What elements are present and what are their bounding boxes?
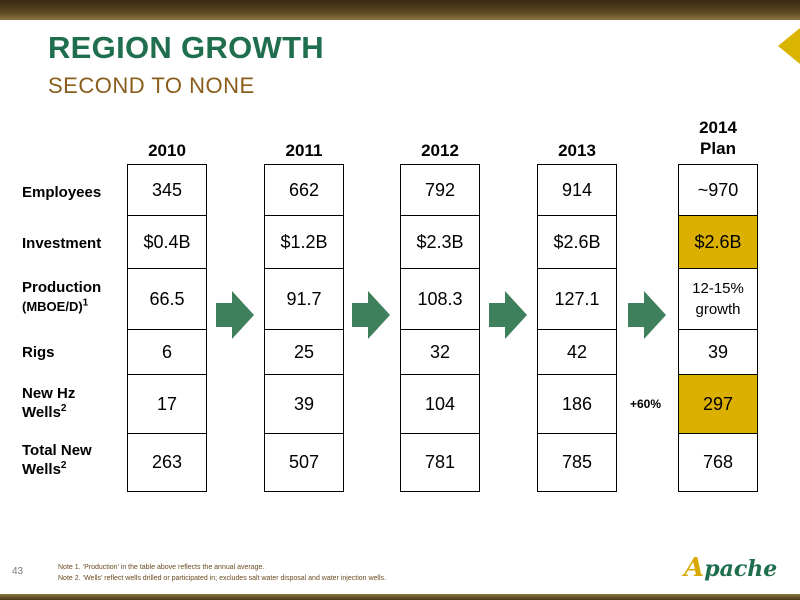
cell-2010-production: 66.5 <box>149 288 185 309</box>
year-header-2013: 2013 <box>558 141 596 160</box>
right-arrow-icon <box>352 291 390 339</box>
divider <box>265 374 343 375</box>
cell-2013-new-hz-wells: 186 <box>561 393 593 414</box>
cell-2012-employees: 792 <box>424 179 456 200</box>
year-header-plan: Plan <box>700 139 736 158</box>
divider <box>128 374 206 375</box>
bottom-decorative-bar <box>0 594 800 600</box>
cell-2010-employees: 345 <box>151 179 183 200</box>
cell-2011-investment: $1.2B <box>280 231 328 252</box>
column-2011: 662 $1.2B 91.7 25 39 507 <box>264 164 344 492</box>
slide-subtitle: SECOND TO NONE <box>48 73 255 98</box>
cell-2014-new-hz-wells: 297 <box>679 375 757 433</box>
divider <box>679 268 757 269</box>
logo-initial: A <box>684 553 705 583</box>
cell-2010-total-new-wells: 263 <box>151 452 183 472</box>
divider <box>538 215 616 216</box>
footnote-2: Note 2. ‘Wells’ reflect wells drilled or… <box>58 575 386 582</box>
divider <box>401 268 479 269</box>
growth-note: +60% <box>630 397 662 411</box>
cell-2012-production: 108.3 <box>417 288 463 309</box>
divider <box>401 374 479 375</box>
column-2013: 914 $2.6B 127.1 42 186 785 <box>537 164 617 492</box>
cell-2014-production-line2: growth <box>695 301 741 318</box>
cell-2011-production: 91.7 <box>286 288 322 309</box>
footnote-1: Note 1. ‘Production’ in the table above … <box>58 564 265 571</box>
page-number: 43 <box>12 566 24 577</box>
cell-2014-employees: ~970 <box>697 179 739 200</box>
cell-2014-investment: $2.6B <box>679 216 757 268</box>
year-header-2011: 2011 <box>285 141 323 160</box>
row-label-rigs: Rigs <box>22 344 55 361</box>
row-label-new-hz-wells: New Hz Wells2 <box>22 384 75 422</box>
column-2012: 792 $2.3B 108.3 32 104 781 <box>400 164 480 492</box>
cell-2012-total-new-wells: 781 <box>424 452 456 472</box>
divider <box>679 329 757 330</box>
right-arrow-icon <box>628 291 666 339</box>
column-2014-plan: ~970 $2.6B 12-15% growth 39 297 768 <box>678 164 758 492</box>
divider <box>128 329 206 330</box>
right-arrow-icon <box>216 291 254 339</box>
divider <box>401 215 479 216</box>
column-2010: 345 $0.4B 66.5 6 17 263 <box>127 164 207 492</box>
divider <box>679 433 757 434</box>
cell-2014-production-line1: 12-15% <box>692 280 744 297</box>
divider <box>538 329 616 330</box>
row-label-new-hz-line1: New Hz <box>22 385 76 402</box>
cell-2011-new-hz-wells: 39 <box>293 393 315 414</box>
slide-title: REGION GROWTH <box>48 30 324 65</box>
divider <box>401 433 479 434</box>
divider <box>265 268 343 269</box>
year-header-2012: 2012 <box>421 141 459 160</box>
cell-2011-employees: 662 <box>288 179 320 200</box>
cell-2010-new-hz-wells: 17 <box>156 393 178 414</box>
divider <box>265 433 343 434</box>
cell-2011-total-new-wells: 507 <box>288 452 320 472</box>
cell-2011-rigs: 25 <box>293 341 315 362</box>
divider <box>679 215 757 216</box>
cell-2013-investment: $2.6B <box>553 231 601 252</box>
cell-2014-production: 12-15% growth <box>679 269 757 329</box>
year-header-2014: 2014 <box>699 118 737 137</box>
row-label-production: Production (MBOE/D)1 <box>22 278 101 316</box>
divider <box>128 268 206 269</box>
row-label-production-line2: (MBOE/D)1 <box>22 297 89 314</box>
cell-2013-total-new-wells: 785 <box>561 452 593 472</box>
divider <box>128 433 206 434</box>
divider <box>128 215 206 216</box>
cell-2014-total-new-wells: 768 <box>702 452 734 472</box>
divider <box>679 374 757 375</box>
top-decorative-bar <box>0 0 800 20</box>
corner-accent-shape <box>778 28 800 64</box>
row-label-total-new-line2: Wells2 <box>22 460 67 479</box>
divider <box>538 268 616 269</box>
divider <box>538 374 616 375</box>
cell-2013-production: 127.1 <box>554 288 600 309</box>
company-logo: Apache <box>684 553 777 583</box>
cell-2012-new-hz-wells: 104 <box>424 393 456 414</box>
cell-2010-investment: $0.4B <box>143 231 191 252</box>
divider <box>538 433 616 434</box>
cell-2012-investment: $2.3B <box>416 231 464 252</box>
row-label-employees: Employees <box>22 184 102 201</box>
cell-2014-rigs: 39 <box>707 341 729 362</box>
row-label-production-line1: Production <box>22 279 102 296</box>
year-header-2014-plan: 2014 Plan <box>678 117 758 159</box>
divider <box>401 329 479 330</box>
right-arrow-icon <box>489 291 527 339</box>
divider <box>265 215 343 216</box>
footnotes: Note 1. ‘Production’ in the table above … <box>58 562 386 584</box>
cell-2013-employees: 914 <box>561 179 593 200</box>
cell-2012-rigs: 32 <box>429 341 451 362</box>
year-header-2010: 2010 <box>148 141 186 160</box>
logo-text: pache <box>704 556 778 582</box>
row-label-new-hz-line2: Wells2 <box>22 403 67 422</box>
divider <box>265 329 343 330</box>
row-label-total-new-wells: Total New Wells2 <box>22 441 92 479</box>
row-label-investment: Investment <box>22 235 102 252</box>
cell-2013-rigs: 42 <box>566 341 588 362</box>
cell-2010-rigs: 6 <box>161 341 172 362</box>
row-label-total-new-line1: Total New <box>22 442 92 459</box>
